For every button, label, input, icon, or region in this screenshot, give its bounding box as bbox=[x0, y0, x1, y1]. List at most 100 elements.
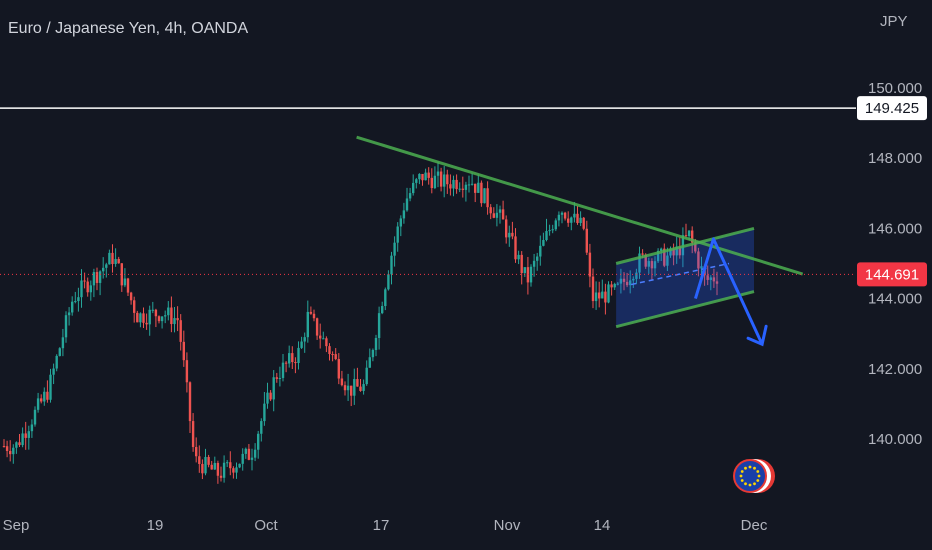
price-tick-label: 142.000 bbox=[868, 361, 922, 378]
candle-body bbox=[446, 174, 449, 185]
candle-body bbox=[622, 278, 626, 282]
candle-body bbox=[213, 462, 216, 470]
candle-body bbox=[508, 232, 511, 238]
candle-body bbox=[647, 261, 650, 267]
candle-body bbox=[384, 289, 387, 307]
candle-body bbox=[495, 212, 499, 218]
time-tick-label: 17 bbox=[373, 517, 390, 534]
current-price-tag[interactable] bbox=[857, 262, 927, 287]
candle-body bbox=[613, 283, 616, 288]
time-tick-label: 14 bbox=[594, 517, 611, 534]
candle-body bbox=[486, 188, 489, 208]
candle-body bbox=[474, 183, 477, 193]
candle-body bbox=[18, 442, 21, 446]
candle-body bbox=[74, 301, 77, 303]
candle-body bbox=[95, 272, 99, 283]
candle-body bbox=[684, 235, 688, 237]
candle-body bbox=[312, 313, 316, 319]
candle-body bbox=[77, 297, 80, 302]
projection-arrow[interactable] bbox=[694, 237, 764, 345]
currency-label: JPY bbox=[880, 13, 908, 30]
candle-body bbox=[328, 346, 331, 355]
candle-body bbox=[315, 318, 319, 336]
candle-body bbox=[492, 213, 495, 218]
candle-body bbox=[672, 248, 675, 256]
candle-body bbox=[71, 301, 74, 313]
candle-body bbox=[126, 278, 130, 293]
candle-body bbox=[244, 448, 247, 454]
candle-body bbox=[396, 226, 399, 243]
candle-body bbox=[687, 230, 691, 237]
candle-body bbox=[142, 313, 145, 323]
candle-body bbox=[511, 232, 514, 237]
eu-star-icon bbox=[757, 474, 761, 478]
candle-body bbox=[182, 341, 185, 361]
price-tick-label: 146.000 bbox=[868, 220, 922, 237]
flag-badge[interactable] bbox=[733, 459, 775, 493]
candle-body bbox=[660, 248, 663, 251]
candle-body bbox=[198, 456, 201, 464]
price-levels: 149.425 144.691 bbox=[0, 96, 927, 287]
candle-body bbox=[164, 315, 167, 317]
level-price-tag[interactable] bbox=[857, 96, 927, 121]
candle-body bbox=[517, 254, 520, 260]
candle-body bbox=[638, 253, 641, 273]
candle-body bbox=[712, 277, 716, 282]
candle-body bbox=[210, 464, 213, 470]
candle-body bbox=[650, 261, 654, 269]
candle-body bbox=[536, 256, 539, 261]
candle-body bbox=[12, 447, 15, 455]
candle-body bbox=[92, 272, 96, 286]
candle-body bbox=[412, 182, 415, 194]
time-tick-label: 19 bbox=[147, 517, 164, 534]
candle-body bbox=[424, 172, 427, 181]
candle-body bbox=[297, 347, 300, 364]
candle-body bbox=[263, 403, 266, 422]
candle-body bbox=[278, 377, 282, 379]
candle-body bbox=[477, 182, 480, 193]
candle-body bbox=[334, 354, 337, 360]
candle-body bbox=[582, 217, 585, 229]
candle-body bbox=[27, 431, 30, 438]
candle-body bbox=[204, 456, 207, 474]
candle-body bbox=[309, 311, 313, 314]
candle-body bbox=[362, 384, 365, 391]
price-axis-panel[interactable] bbox=[856, 0, 932, 510]
candle-body bbox=[461, 188, 464, 190]
candle-body bbox=[154, 309, 158, 317]
candle-body bbox=[346, 385, 350, 391]
channel-lower[interactable] bbox=[615, 290, 755, 329]
candle-body bbox=[222, 462, 226, 478]
channel-upper[interactable] bbox=[615, 226, 755, 265]
chart-title: Euro / Japanese Yen, 4h, OANDA bbox=[8, 20, 249, 37]
eu-star-icon bbox=[756, 479, 760, 482]
candle-body bbox=[371, 349, 375, 358]
candle-body bbox=[505, 219, 508, 238]
candle-body bbox=[715, 281, 719, 284]
eu-flag-icon bbox=[733, 459, 767, 493]
candle-body bbox=[136, 312, 139, 323]
candle-body bbox=[604, 291, 607, 303]
candle-body bbox=[337, 359, 340, 379]
candle-body bbox=[266, 392, 269, 404]
candle-body bbox=[632, 278, 635, 281]
candle-body bbox=[49, 374, 52, 400]
candle-body bbox=[700, 266, 703, 269]
projection-arrowhead bbox=[746, 324, 768, 347]
candle-body bbox=[694, 242, 697, 252]
candle-body bbox=[585, 228, 588, 253]
candle-body bbox=[340, 378, 344, 386]
candle-body bbox=[356, 379, 359, 387]
candle-body bbox=[241, 453, 244, 464]
candle-body bbox=[526, 267, 530, 283]
candle-body bbox=[272, 377, 275, 400]
candle-body bbox=[610, 284, 613, 288]
candle-body bbox=[67, 312, 71, 316]
candle-body bbox=[532, 260, 536, 267]
candle-body bbox=[365, 367, 368, 385]
descending-trendline[interactable] bbox=[356, 135, 804, 276]
candle-body bbox=[576, 213, 579, 224]
candle-body bbox=[480, 182, 483, 204]
